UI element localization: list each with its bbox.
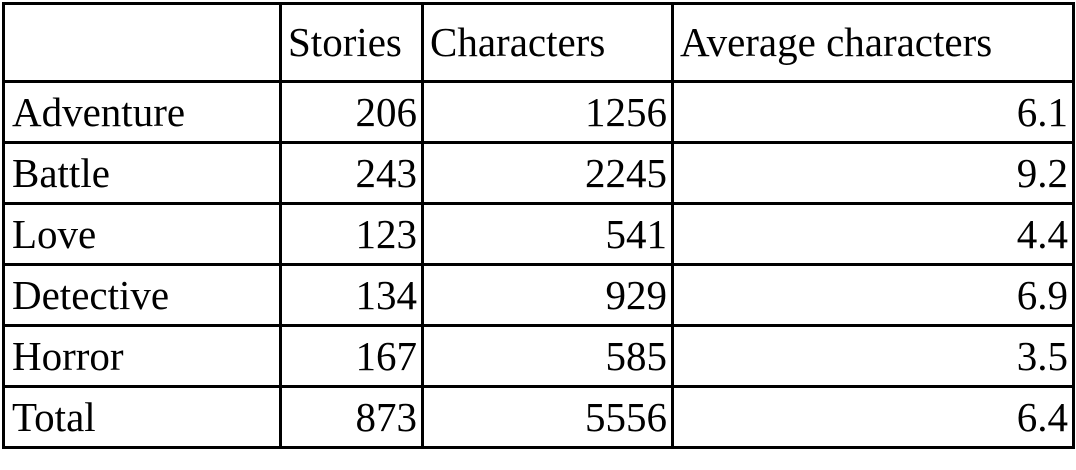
header-cell-corner [2, 2, 282, 83]
genre-cell: Horror [2, 324, 282, 388]
total-label-cell: Total [2, 385, 282, 449]
total-average-characters-cell: 6.4 [671, 385, 1075, 449]
header-cell-characters: Characters [421, 2, 674, 83]
stories-cell: 206 [279, 80, 424, 144]
genre-cell: Love [2, 202, 282, 266]
average-characters-cell: 3.5 [671, 324, 1075, 388]
genre-cell: Detective [2, 263, 282, 327]
average-characters-cell: 9.2 [671, 141, 1075, 205]
average-characters-cell: 6.1 [671, 80, 1075, 144]
stories-cell: 134 [279, 263, 424, 327]
header-cell-stories: Stories [279, 2, 424, 83]
total-characters-cell: 5556 [421, 385, 674, 449]
table-row: Horror 167 585 3.5 [2, 324, 1075, 388]
characters-cell: 1256 [421, 80, 674, 144]
genre-statistics-table: Stories Characters Average characters Ad… [2, 2, 1075, 449]
stories-cell: 243 [279, 141, 424, 205]
genre-cell: Battle [2, 141, 282, 205]
total-stories-cell: 873 [279, 385, 424, 449]
total-row: Total 873 5556 6.4 [2, 385, 1075, 449]
header-cell-average-characters: Average characters [671, 2, 1075, 83]
table-row: Love 123 541 4.4 [2, 202, 1075, 266]
characters-cell: 541 [421, 202, 674, 266]
average-characters-cell: 6.9 [671, 263, 1075, 327]
average-characters-cell: 4.4 [671, 202, 1075, 266]
characters-cell: 929 [421, 263, 674, 327]
header-row: Stories Characters Average characters [2, 2, 1075, 83]
characters-cell: 2245 [421, 141, 674, 205]
characters-cell: 585 [421, 324, 674, 388]
table-row: Battle 243 2245 9.2 [2, 141, 1075, 205]
table-row: Detective 134 929 6.9 [2, 263, 1075, 327]
stories-cell: 167 [279, 324, 424, 388]
genre-cell: Adventure [2, 80, 282, 144]
stories-cell: 123 [279, 202, 424, 266]
table-row: Adventure 206 1256 6.1 [2, 80, 1075, 144]
